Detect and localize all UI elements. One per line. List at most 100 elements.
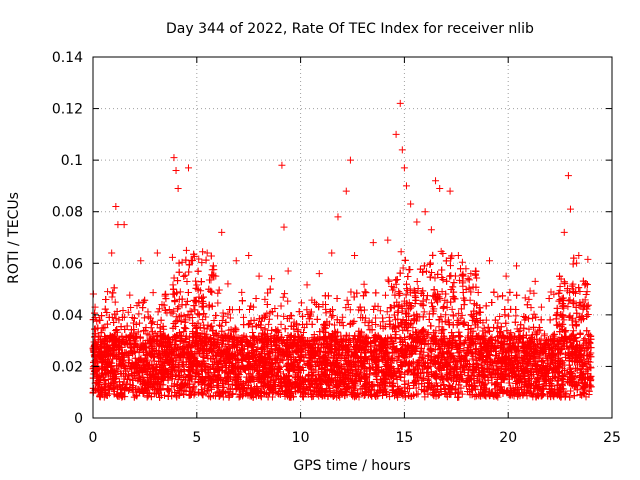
- data-point: [261, 390, 269, 398]
- data-point: [397, 248, 405, 256]
- data-point: [284, 297, 292, 305]
- data-point: [198, 259, 206, 267]
- data-point: [261, 295, 269, 303]
- data-point: [372, 314, 380, 322]
- data-point: [462, 285, 470, 293]
- data-point: [446, 262, 454, 270]
- data-point: [165, 305, 173, 313]
- data-point: [526, 287, 534, 295]
- data-point: [422, 267, 430, 275]
- data-point: [396, 334, 404, 342]
- data-point: [357, 307, 365, 315]
- data-point: [530, 310, 538, 318]
- data-point: [149, 289, 157, 297]
- data-point: [504, 296, 512, 304]
- data-point: [442, 311, 450, 319]
- data-point: [391, 331, 399, 339]
- data-point: [199, 248, 207, 256]
- data-point: [422, 296, 430, 304]
- data-point: [328, 313, 336, 321]
- data-point: [427, 299, 435, 307]
- data-point: [308, 296, 316, 304]
- data-point: [399, 264, 407, 272]
- data-point: [496, 312, 504, 320]
- data-point: [515, 327, 523, 335]
- data-point: [383, 308, 391, 316]
- data-point: [560, 316, 568, 324]
- data-point: [226, 314, 234, 322]
- data-point: [265, 315, 273, 323]
- data-point: [385, 313, 393, 321]
- data-point: [525, 315, 533, 323]
- data-point: [458, 258, 466, 266]
- data-point: [527, 304, 535, 312]
- data-point: [563, 370, 571, 378]
- data-point: [174, 316, 182, 324]
- data-point: [155, 305, 163, 313]
- data-point: [181, 271, 189, 279]
- data-point: [261, 313, 269, 321]
- data-point: [540, 332, 548, 340]
- data-point: [413, 277, 421, 285]
- data-point: [420, 375, 428, 383]
- data-point: [170, 319, 178, 327]
- data-point: [214, 289, 222, 297]
- data-point: [566, 296, 574, 304]
- data-point: [104, 288, 112, 296]
- data-point: [439, 304, 447, 312]
- data-point: [108, 293, 116, 301]
- data-point: [297, 299, 305, 307]
- data-point: [176, 288, 184, 296]
- data-point: [458, 390, 466, 398]
- data-point: [372, 320, 380, 328]
- data-point: [140, 314, 148, 322]
- data-point: [362, 314, 370, 322]
- data-point: [218, 316, 226, 324]
- data-point: [331, 321, 339, 329]
- data-point: [455, 309, 463, 317]
- data-point: [135, 310, 143, 318]
- data-point: [413, 390, 421, 398]
- data-point: [134, 328, 142, 336]
- data-point: [468, 316, 476, 324]
- data-point: [229, 390, 237, 398]
- data-point: [246, 305, 253, 313]
- data-point: [181, 372, 189, 380]
- data-point: [344, 301, 352, 309]
- data-point: [376, 307, 384, 315]
- data-point: [411, 299, 419, 307]
- data-point: [339, 313, 347, 321]
- data-point: [512, 312, 520, 320]
- data-point: [584, 255, 592, 263]
- data-point: [127, 304, 135, 312]
- data-point: [530, 289, 538, 297]
- data-point: [364, 322, 372, 330]
- data-point: [265, 320, 273, 328]
- data-point: [529, 314, 537, 322]
- data-point: [210, 317, 218, 325]
- data-point: [168, 309, 176, 317]
- data-point: [482, 316, 490, 324]
- data-point: [420, 348, 428, 356]
- data-point: [361, 288, 369, 296]
- data-point: [457, 314, 465, 322]
- data-point: [449, 311, 457, 319]
- data-point: [219, 309, 227, 317]
- data-point: [111, 298, 119, 306]
- data-point: [274, 312, 282, 320]
- data-point: [208, 266, 216, 274]
- data-point: [448, 305, 456, 313]
- data-point: [188, 308, 196, 316]
- data-point: [136, 319, 144, 327]
- data-point: [231, 324, 239, 332]
- data-point: [277, 320, 285, 328]
- data-point: [504, 312, 512, 320]
- data-point: [465, 276, 473, 284]
- data-point: [279, 293, 287, 301]
- data-point: [582, 291, 590, 299]
- data-point: [474, 288, 482, 296]
- data-point: [346, 306, 354, 314]
- data-point: [186, 314, 194, 322]
- data-point: [360, 306, 368, 314]
